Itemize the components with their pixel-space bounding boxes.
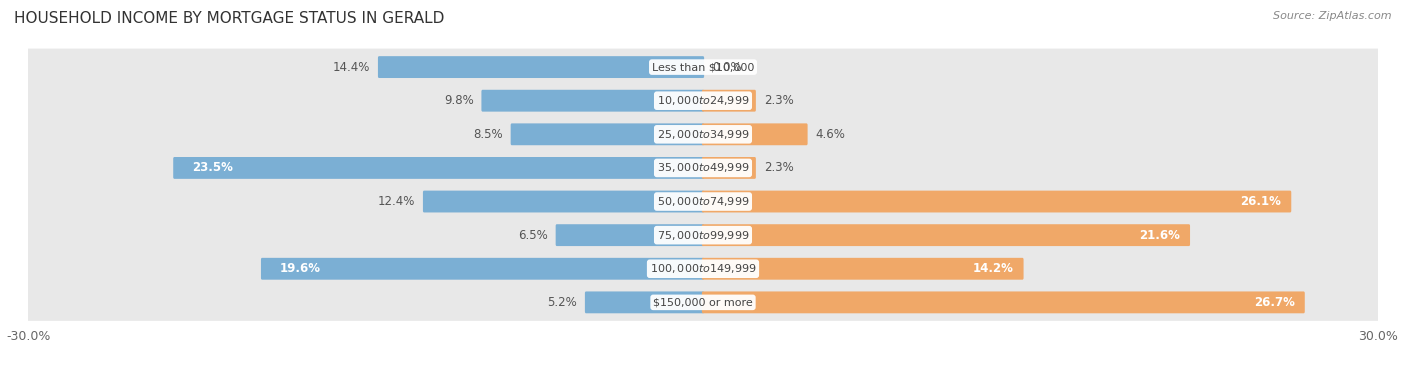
FancyBboxPatch shape (25, 149, 1381, 186)
FancyBboxPatch shape (702, 123, 807, 145)
Text: 23.5%: 23.5% (193, 161, 233, 175)
Text: 12.4%: 12.4% (378, 195, 415, 208)
FancyBboxPatch shape (25, 284, 1381, 321)
FancyBboxPatch shape (25, 217, 1381, 254)
FancyBboxPatch shape (702, 258, 1024, 280)
Text: 2.3%: 2.3% (763, 161, 793, 175)
Text: 8.5%: 8.5% (474, 128, 503, 141)
Text: 14.4%: 14.4% (333, 61, 370, 74)
Text: $25,000 to $34,999: $25,000 to $34,999 (657, 128, 749, 141)
Text: 6.5%: 6.5% (517, 228, 548, 242)
FancyBboxPatch shape (25, 49, 1381, 86)
Text: 4.6%: 4.6% (815, 128, 845, 141)
FancyBboxPatch shape (481, 90, 704, 112)
FancyBboxPatch shape (702, 90, 756, 112)
Text: $35,000 to $49,999: $35,000 to $49,999 (657, 161, 749, 175)
Text: $10,000 to $24,999: $10,000 to $24,999 (657, 94, 749, 107)
Text: Less than $10,000: Less than $10,000 (652, 62, 754, 72)
Text: $150,000 or more: $150,000 or more (654, 297, 752, 307)
FancyBboxPatch shape (702, 224, 1189, 246)
FancyBboxPatch shape (173, 157, 704, 179)
FancyBboxPatch shape (555, 224, 704, 246)
Text: 19.6%: 19.6% (280, 262, 321, 275)
FancyBboxPatch shape (423, 191, 704, 213)
Text: 26.7%: 26.7% (1254, 296, 1295, 309)
FancyBboxPatch shape (25, 183, 1381, 220)
FancyBboxPatch shape (510, 123, 704, 145)
FancyBboxPatch shape (25, 250, 1381, 287)
FancyBboxPatch shape (25, 116, 1381, 153)
FancyBboxPatch shape (378, 56, 704, 78)
Text: 2.3%: 2.3% (763, 94, 793, 107)
FancyBboxPatch shape (702, 191, 1291, 213)
Text: 9.8%: 9.8% (444, 94, 474, 107)
Text: 26.1%: 26.1% (1240, 195, 1281, 208)
Text: $100,000 to $149,999: $100,000 to $149,999 (650, 262, 756, 275)
FancyBboxPatch shape (585, 291, 704, 313)
FancyBboxPatch shape (25, 82, 1381, 119)
FancyBboxPatch shape (262, 258, 704, 280)
Text: $50,000 to $74,999: $50,000 to $74,999 (657, 195, 749, 208)
Text: Source: ZipAtlas.com: Source: ZipAtlas.com (1274, 11, 1392, 21)
Text: 0.0%: 0.0% (711, 61, 741, 74)
Text: 14.2%: 14.2% (973, 262, 1014, 275)
Text: $75,000 to $99,999: $75,000 to $99,999 (657, 228, 749, 242)
Text: 21.6%: 21.6% (1139, 228, 1180, 242)
Text: HOUSEHOLD INCOME BY MORTGAGE STATUS IN GERALD: HOUSEHOLD INCOME BY MORTGAGE STATUS IN G… (14, 11, 444, 26)
Text: 5.2%: 5.2% (547, 296, 576, 309)
FancyBboxPatch shape (702, 157, 756, 179)
FancyBboxPatch shape (702, 291, 1305, 313)
